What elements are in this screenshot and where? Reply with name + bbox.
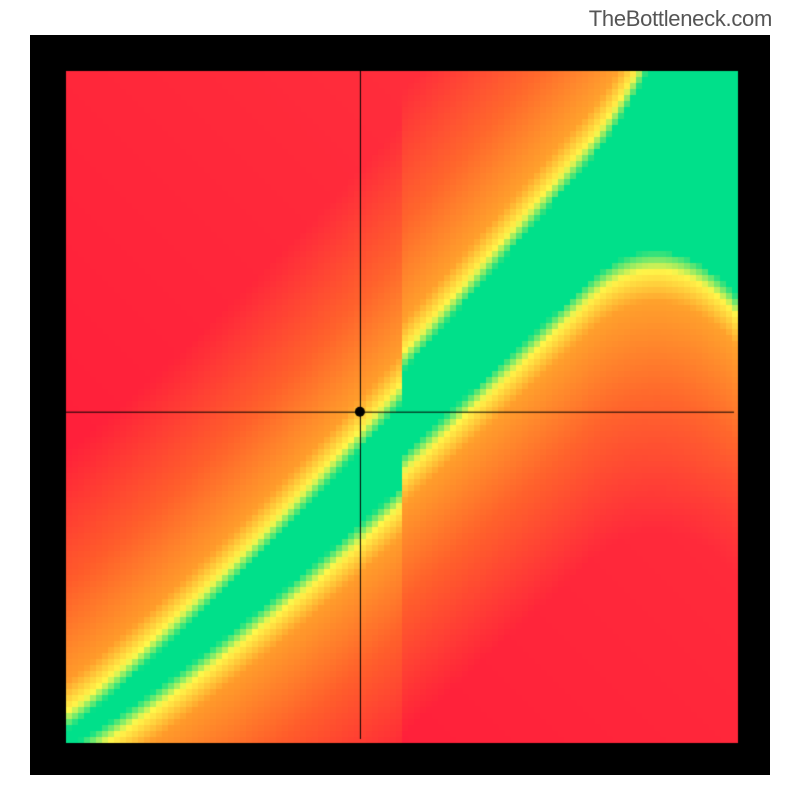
chart-container: TheBottleneck.com bbox=[0, 0, 800, 800]
bottleneck-heatmap bbox=[30, 35, 770, 775]
attribution-label: TheBottleneck.com bbox=[589, 6, 772, 32]
